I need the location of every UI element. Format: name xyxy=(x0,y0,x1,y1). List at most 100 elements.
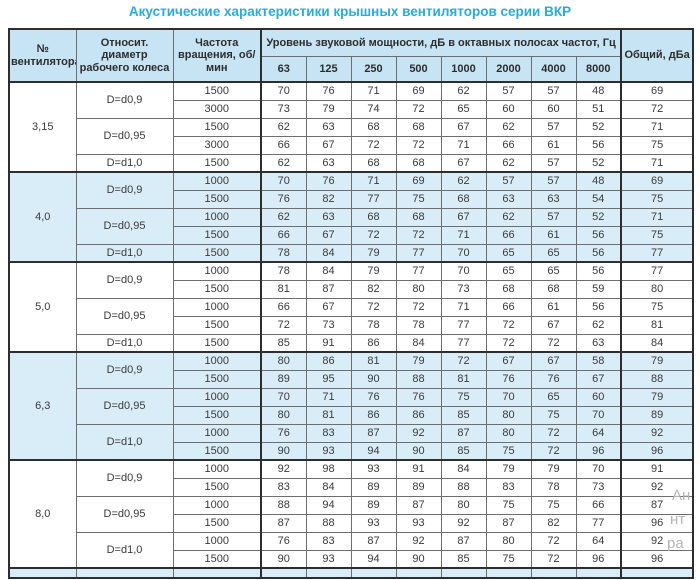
value-cell: 60 xyxy=(530,99,577,119)
value-cell: 68 xyxy=(395,117,442,137)
value-cell: 89 xyxy=(350,495,397,515)
value-cell: 88 xyxy=(305,513,352,533)
col-header-freq-2000: 2000 xyxy=(485,55,532,83)
total-cell: 69 xyxy=(620,81,694,101)
value-cell: 90 xyxy=(260,549,307,569)
value-cell: 95 xyxy=(305,369,352,389)
col-header-freq-1000: 1000 xyxy=(440,55,487,83)
value-cell: 62 xyxy=(440,171,487,191)
total-cell: 79 xyxy=(620,387,694,407)
value-cell: 64 xyxy=(575,423,622,443)
header-row-top: № вентилятора Относит. диаметр рабочего … xyxy=(8,28,694,83)
empty-cell xyxy=(620,567,694,579)
value-cell: 63 xyxy=(575,333,622,353)
value-cell: 85 xyxy=(440,441,487,461)
value-cell: 94 xyxy=(305,495,352,515)
col-header-fan: № вентилятора xyxy=(8,28,77,83)
fan-cell: 3,15 xyxy=(8,81,77,173)
table-row: D=d1,0 1500 85 91 86 84 77 72 72 63 84 xyxy=(9,333,694,353)
value-cell: 72 xyxy=(395,99,442,119)
diameter-cell: D=d0,9 xyxy=(75,351,174,389)
table-row: 5,0 D=d0,9 1000 78 84 79 77 70 65 65 56 77 xyxy=(8,261,694,353)
value-cell: 69 xyxy=(395,81,442,101)
value-cell: 59 xyxy=(575,279,622,299)
value-cell: 73 xyxy=(440,279,487,299)
value-cell: 77 xyxy=(350,189,397,209)
empty-cell xyxy=(8,567,77,579)
value-cell: 56 xyxy=(575,135,622,155)
value-cell: 68 xyxy=(440,189,487,209)
value-cell: 85 xyxy=(440,405,487,425)
value-cell: 51 xyxy=(575,99,622,119)
value-cell: 93 xyxy=(350,513,397,533)
diameter-cell: D=d0,9 xyxy=(75,459,174,497)
value-cell: 56 xyxy=(575,261,622,281)
total-cell: 69 xyxy=(620,171,694,191)
value-cell: 52 xyxy=(575,117,622,137)
value-cell: 61 xyxy=(530,225,577,245)
page-title: Акустические характеристики крышных вент… xyxy=(128,4,572,19)
value-cell: 54 xyxy=(575,189,622,209)
table-row: 8,0 D=d0,9 1000 92 98 93 91 84 79 79 70 91 xyxy=(8,459,694,569)
value-cell: 63 xyxy=(305,207,352,227)
value-cell: 67 xyxy=(305,225,352,245)
value-cell: 80 xyxy=(260,351,307,371)
value-cell: 90 xyxy=(260,441,307,461)
rpm-cell: 1500 xyxy=(172,405,262,425)
value-cell: 68 xyxy=(350,153,397,173)
rpm-cell: 1500 xyxy=(172,189,262,209)
value-cell: 86 xyxy=(350,333,397,353)
rpm-cell: 1000 xyxy=(172,495,262,515)
value-cell: 93 xyxy=(305,441,352,461)
diameter-cell: D=d1,0 xyxy=(75,531,174,569)
empty-cell xyxy=(440,567,487,579)
col-header-speed: Частота вращения, об/мин xyxy=(172,28,262,83)
diameter-cell: D=d0,9 xyxy=(75,171,174,209)
value-cell: 77 xyxy=(395,261,442,281)
total-cell: 80 xyxy=(620,279,694,299)
value-cell: 72 xyxy=(530,333,577,353)
value-cell: 78 xyxy=(260,261,307,281)
value-cell: 75 xyxy=(395,189,442,209)
diameter-cell: D=d1,0 xyxy=(75,423,174,461)
value-cell: 98 xyxy=(305,459,352,479)
diameter-cell: D=d0,95 xyxy=(75,297,174,335)
value-cell: 69 xyxy=(395,171,442,191)
value-cell: 57 xyxy=(530,117,577,137)
rpm-cell: 1500 xyxy=(172,279,262,299)
value-cell: 75 xyxy=(485,495,532,515)
table-row: D=d1,0 1000 76 83 87 92 87 80 72 64 92 xyxy=(9,531,694,569)
table-row: 1500 83 84 89 89 88 83 78 73 92 xyxy=(9,477,694,497)
value-cell: 60 xyxy=(575,387,622,407)
diameter-cell: D=d0,95 xyxy=(75,207,174,245)
value-cell: 91 xyxy=(395,459,442,479)
value-cell: 72 xyxy=(440,351,487,371)
col-header-freq-4000: 4000 xyxy=(530,55,577,83)
value-cell: 87 xyxy=(395,495,442,515)
value-cell: 84 xyxy=(305,477,352,497)
value-cell: 80 xyxy=(440,495,487,515)
value-cell: 76 xyxy=(305,171,352,191)
rpm-cell: 1000 xyxy=(172,423,262,443)
value-cell: 92 xyxy=(440,513,487,533)
value-cell: 75 xyxy=(440,387,487,407)
table-row: D=d1,0 1000 76 83 87 92 87 80 72 64 92 xyxy=(9,423,694,461)
value-cell: 68 xyxy=(350,207,397,227)
rpm-cell: 3000 xyxy=(172,99,262,119)
value-cell: 78 xyxy=(260,243,307,263)
value-cell: 62 xyxy=(485,207,532,227)
value-cell: 92 xyxy=(395,423,442,443)
value-cell: 62 xyxy=(440,81,487,101)
header-row-freqs: 63 125 250 500 1000 2000 4000 8000 xyxy=(9,55,693,83)
table-row: 3,15 D=d0,9 1500 70 76 71 69 62 57 57 48 69 xyxy=(8,81,694,173)
table-row: D=d1,0 1500 62 63 68 68 67 62 57 52 71 xyxy=(9,153,694,173)
value-cell: 72 xyxy=(350,225,397,245)
value-cell: 62 xyxy=(260,207,307,227)
value-cell: 84 xyxy=(305,261,352,281)
value-cell: 70 xyxy=(440,261,487,281)
col-header-span: Уровень звуковой мощности, дБ в октавных… xyxy=(259,28,622,57)
empty-cell xyxy=(172,567,262,579)
rpm-cell: 1500 xyxy=(172,81,262,101)
total-cell: 75 xyxy=(620,189,694,209)
total-cell: 84 xyxy=(620,333,694,353)
